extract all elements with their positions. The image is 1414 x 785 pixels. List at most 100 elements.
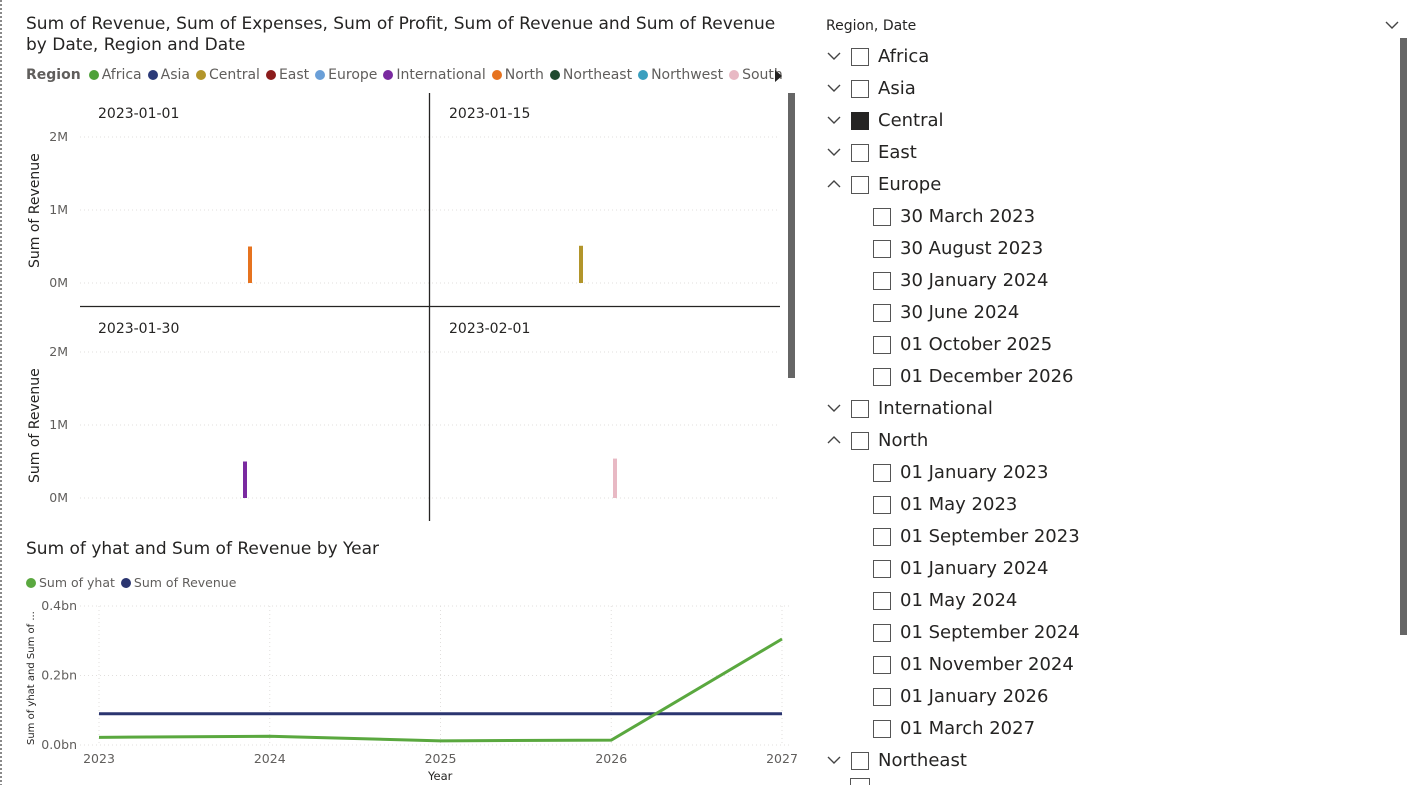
- checkbox[interactable]: [851, 79, 869, 98]
- slicer-date-item[interactable]: 01 December 2026: [873, 366, 1074, 387]
- slicer-region-item[interactable]: East: [851, 142, 917, 163]
- slicer-header: Region, Date: [826, 18, 917, 34]
- checkbox[interactable]: [873, 623, 891, 642]
- slicer-region-item[interactable]: Europe: [851, 174, 941, 195]
- chevron-up-icon[interactable]: [826, 432, 842, 448]
- chevron-down-icon[interactable]: [826, 48, 842, 64]
- legend-item[interactable]: International: [383, 67, 486, 83]
- panel-date-label: 2023-02-01: [449, 321, 531, 337]
- slicer-collapse-chevron-icon[interactable]: [1385, 20, 1399, 30]
- slicer-region-item[interactable]: International: [851, 398, 993, 419]
- slicer-date-item[interactable]: 01 January 2026: [873, 686, 1048, 707]
- legend-item[interactable]: Europe: [315, 67, 377, 83]
- legend-dot-icon: [729, 70, 740, 80]
- legend-item[interactable]: Northwest: [638, 67, 723, 83]
- checkbox[interactable]: [873, 527, 891, 546]
- slicer-region-item[interactable]: North: [851, 430, 928, 451]
- slicer-date-item[interactable]: 01 October 2025: [873, 334, 1052, 355]
- checkbox[interactable]: [873, 271, 891, 290]
- panel-date-label: 2023-01-30: [98, 321, 180, 337]
- legend-dot-icon: [638, 70, 649, 80]
- series-line[interactable]: [98, 637, 783, 743]
- x-tick-label: 2024: [254, 751, 286, 766]
- legend-dot-icon: [383, 70, 394, 80]
- legend-dot-icon: [549, 70, 560, 80]
- checkbox[interactable]: [851, 399, 869, 418]
- legend-item[interactable]: Northeast: [549, 67, 633, 83]
- checkbox[interactable]: [873, 207, 891, 226]
- checkbox[interactable]: [851, 47, 869, 66]
- slicer-date-item[interactable]: 01 January 2024: [873, 558, 1048, 579]
- slicer-region-item[interactable]: Central: [851, 110, 944, 131]
- legend-next-arrow-icon[interactable]: [775, 70, 782, 82]
- slicer-partial-checkbox: [850, 778, 870, 785]
- legend-label: Northeast: [562, 67, 633, 83]
- x-tick-label: 2027: [766, 751, 798, 766]
- checkbox[interactable]: [851, 751, 869, 770]
- panel-date-label: 2023-01-01: [98, 106, 180, 122]
- slicer-date-item[interactable]: 01 March 2027: [873, 718, 1035, 739]
- slicer-date-item[interactable]: 01 May 2024: [873, 590, 1017, 611]
- checkbox[interactable]: [873, 495, 891, 514]
- chevron-up-icon[interactable]: [826, 176, 842, 192]
- slicer-date-item[interactable]: 01 September 2024: [873, 622, 1080, 643]
- y-tick-label: 0.2bn: [41, 668, 77, 683]
- legend-item[interactable]: Central: [195, 67, 260, 83]
- slicer-item-label: Northeast: [878, 750, 967, 771]
- legend-dot-icon: [120, 577, 131, 588]
- checkbox[interactable]: [851, 111, 869, 130]
- checkbox[interactable]: [851, 431, 869, 450]
- slicer-region-item[interactable]: Asia: [851, 78, 916, 99]
- legend-item[interactable]: Sum of yhat: [26, 575, 115, 590]
- checkbox[interactable]: [873, 367, 891, 386]
- slicer-date-item[interactable]: 30 January 2024: [873, 270, 1048, 291]
- slicer-date-item[interactable]: 01 May 2023: [873, 494, 1017, 515]
- checkbox[interactable]: [873, 591, 891, 610]
- legend-dot-icon: [491, 70, 502, 80]
- slicer-item-label: 01 September 2023: [900, 526, 1080, 547]
- checkbox[interactable]: [873, 655, 891, 674]
- checkbox[interactable]: [873, 239, 891, 258]
- slicer-date-item[interactable]: 01 September 2023: [873, 526, 1080, 547]
- slicer-date-item[interactable]: 30 August 2023: [873, 238, 1043, 259]
- chevron-down-icon[interactable]: [826, 752, 842, 768]
- chevron-down-icon[interactable]: [826, 80, 842, 96]
- slicer-region-item[interactable]: Northeast: [851, 750, 967, 771]
- slicer-scrollbar[interactable]: [1400, 38, 1407, 635]
- revenue-bar[interactable]: [613, 458, 617, 498]
- y-tick-label: 2M: [49, 129, 68, 144]
- top-chart-title: Sum of Revenue, Sum of Expenses, Sum of …: [26, 14, 776, 55]
- slicer-date-item[interactable]: 01 November 2024: [873, 654, 1074, 675]
- chevron-down-icon[interactable]: [826, 112, 842, 128]
- chevron-down-icon[interactable]: [826, 144, 842, 160]
- checkbox[interactable]: [851, 143, 869, 162]
- legend-item[interactable]: South: [729, 67, 783, 83]
- slicer-date-item[interactable]: 30 June 2024: [873, 302, 1019, 323]
- chart-scrollbar[interactable]: [788, 93, 795, 378]
- legend-label: East: [278, 67, 310, 83]
- checkbox[interactable]: [873, 719, 891, 738]
- revenue-bar[interactable]: [579, 245, 583, 283]
- revenue-bar[interactable]: [248, 246, 252, 284]
- checkbox[interactable]: [873, 463, 891, 482]
- line-chart-legend: Sum of yhat Sum of Revenue: [26, 575, 242, 590]
- checkbox[interactable]: [873, 303, 891, 322]
- checkbox[interactable]: [873, 559, 891, 578]
- revenue-bar[interactable]: [243, 461, 247, 499]
- slicer-date-item[interactable]: 01 January 2023: [873, 462, 1048, 483]
- slicer-item-label: 01 January 2026: [900, 686, 1049, 707]
- checkbox[interactable]: [873, 687, 891, 706]
- legend-item[interactable]: East: [265, 67, 310, 83]
- slicer-item-label: 01 January 2024: [900, 558, 1049, 579]
- legend-item[interactable]: Asia: [147, 67, 190, 83]
- slicer-date-item[interactable]: 30 March 2023: [873, 206, 1035, 227]
- checkbox[interactable]: [851, 175, 869, 194]
- checkbox[interactable]: [873, 335, 891, 354]
- legend-item[interactable]: Africa: [88, 67, 142, 83]
- legend-item[interactable]: Sum of Revenue: [120, 575, 236, 590]
- legend-item[interactable]: North: [491, 67, 544, 83]
- slicer-region-item[interactable]: Africa: [851, 46, 929, 67]
- y-tick-label: 1M: [49, 202, 68, 217]
- slicer-item-label: East: [878, 142, 917, 163]
- chevron-down-icon[interactable]: [826, 400, 842, 416]
